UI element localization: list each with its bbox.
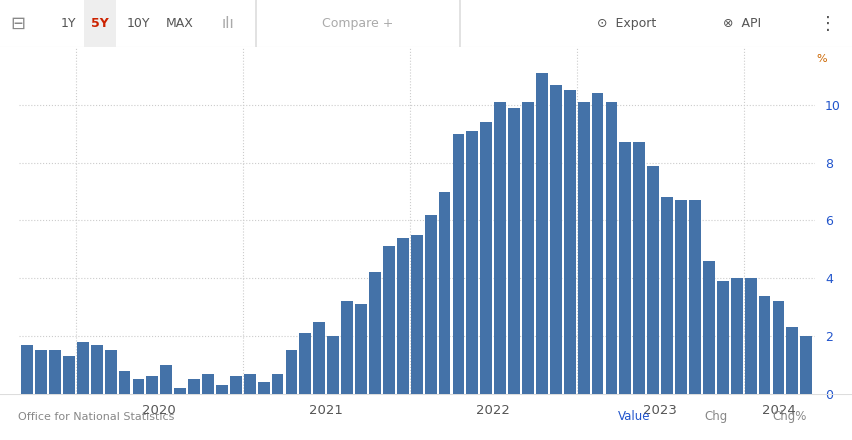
Bar xyxy=(396,238,408,394)
Bar xyxy=(327,336,339,394)
FancyBboxPatch shape xyxy=(83,0,116,136)
Bar xyxy=(799,336,811,394)
Bar xyxy=(633,143,644,394)
Text: Compare +: Compare + xyxy=(322,17,394,30)
Bar xyxy=(550,84,561,394)
Bar xyxy=(577,102,589,394)
Text: 1Y: 1Y xyxy=(60,17,76,30)
Bar xyxy=(35,350,47,394)
Bar xyxy=(49,350,60,394)
Bar xyxy=(563,90,575,394)
Bar xyxy=(244,374,256,394)
FancyBboxPatch shape xyxy=(256,0,459,136)
Bar xyxy=(341,301,353,394)
Text: ⊙  Export: ⊙ Export xyxy=(596,17,656,30)
Bar xyxy=(786,327,797,394)
Bar xyxy=(730,278,742,394)
Bar xyxy=(118,370,130,394)
Bar xyxy=(438,191,450,394)
Bar xyxy=(508,108,520,394)
Bar xyxy=(757,296,769,394)
Bar xyxy=(174,388,186,394)
Text: 5Y: 5Y xyxy=(91,17,109,30)
Bar xyxy=(411,235,422,394)
Bar xyxy=(105,350,117,394)
Bar xyxy=(493,102,505,394)
Text: ılı: ılı xyxy=(222,16,234,31)
Bar xyxy=(285,350,297,394)
Bar xyxy=(591,93,602,394)
Bar xyxy=(132,379,144,394)
Bar xyxy=(619,143,630,394)
Bar xyxy=(660,197,672,394)
Text: Office for National Statistics: Office for National Statistics xyxy=(18,412,174,422)
Bar xyxy=(160,365,172,394)
Bar xyxy=(535,73,547,394)
Bar xyxy=(216,385,227,394)
Text: %: % xyxy=(815,54,826,64)
Bar xyxy=(424,215,436,394)
Bar xyxy=(452,134,463,394)
Bar xyxy=(383,246,394,394)
Text: ⊟: ⊟ xyxy=(10,15,26,33)
Bar xyxy=(674,200,686,394)
Text: MAX: MAX xyxy=(166,17,193,30)
Bar xyxy=(63,356,75,394)
Text: 10Y: 10Y xyxy=(126,17,150,30)
Text: Value: Value xyxy=(617,411,649,423)
Bar xyxy=(647,165,659,394)
Bar xyxy=(77,342,89,394)
Bar xyxy=(21,345,33,394)
Bar xyxy=(299,333,311,394)
Bar xyxy=(466,131,478,394)
Text: ⋮: ⋮ xyxy=(818,15,836,33)
Bar xyxy=(90,345,102,394)
Bar xyxy=(313,322,325,394)
Bar xyxy=(188,379,199,394)
Bar xyxy=(202,374,214,394)
Bar xyxy=(147,377,158,394)
Bar xyxy=(354,304,366,394)
Text: Chg%: Chg% xyxy=(772,411,806,423)
Bar xyxy=(688,200,700,394)
Bar xyxy=(605,102,617,394)
Text: Chg: Chg xyxy=(704,411,727,423)
Bar xyxy=(369,272,380,394)
Bar xyxy=(230,377,241,394)
Bar xyxy=(702,261,714,394)
Bar xyxy=(716,281,728,394)
Bar xyxy=(257,382,269,394)
Bar xyxy=(772,301,784,394)
Bar xyxy=(480,122,492,394)
Text: ⊗  API: ⊗ API xyxy=(722,17,760,30)
Bar xyxy=(744,278,756,394)
Bar xyxy=(271,374,283,394)
Bar xyxy=(521,102,533,394)
